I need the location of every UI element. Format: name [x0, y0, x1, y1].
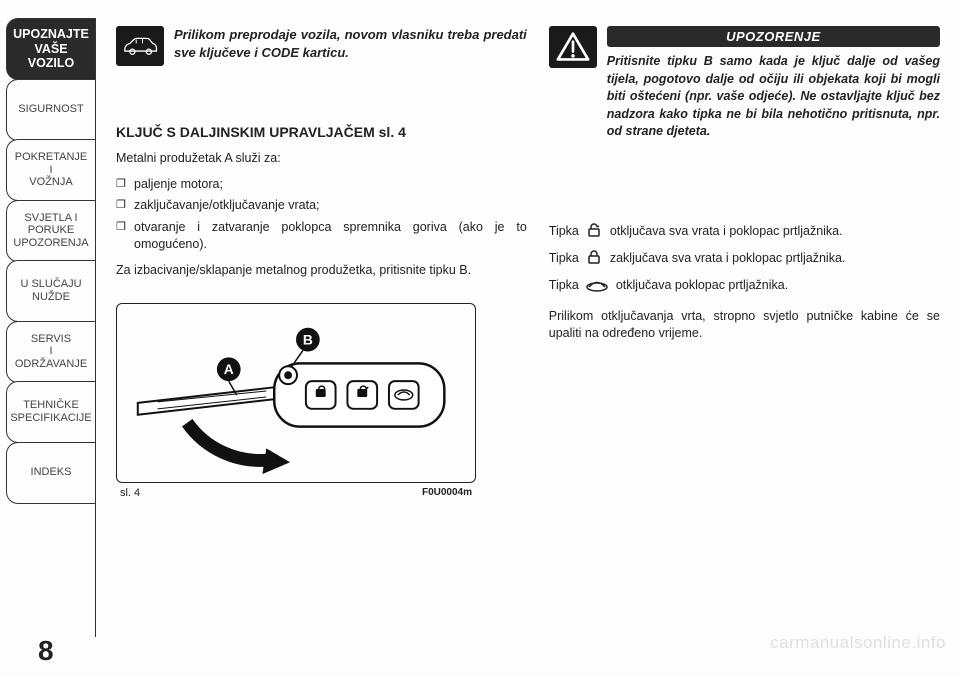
tab-label: VAŠE: [34, 42, 67, 56]
tab-label: INDEKS: [31, 466, 72, 479]
key-line-lock: Tipka zaključava sva vrata i poklopac pr…: [549, 248, 940, 271]
tab-svjetla[interactable]: SVJETLA I PORUKE UPOZORENJA: [6, 200, 95, 262]
tab-label: U SLUČAJU: [20, 278, 81, 291]
warning-body: UPOZORENJE Pritisnite tipku B samo kada …: [607, 26, 940, 141]
unlock-icon: [586, 222, 602, 244]
outro-text: Za izbacivanje/sklapanje metalnog produž…: [116, 262, 527, 280]
car-icon: [116, 26, 164, 66]
lock-icon: [586, 249, 602, 271]
key-line-pre: Tipka: [549, 251, 579, 265]
warning-box: UPOZORENJE Pritisnite tipku B samo kada …: [549, 26, 940, 141]
tab-label: VOZILO: [28, 56, 75, 70]
page-number: 8: [38, 635, 54, 667]
svg-text:B: B: [303, 332, 313, 348]
watermark: carmanualsonline.info: [770, 633, 946, 653]
tab-indeks[interactable]: INDEKS: [6, 442, 95, 504]
key-line-pre: Tipka: [549, 224, 579, 238]
tab-label: SVJETLA I: [24, 212, 77, 225]
tab-label: I: [49, 164, 52, 177]
page: UPOZNAJTE VAŠE VOZILO SIGURNOST POKRETAN…: [0, 0, 960, 677]
right-column: UPOZORENJE Pritisnite tipku B samo kada …: [549, 26, 940, 637]
tab-sigurnost[interactable]: SIGURNOST: [6, 79, 95, 141]
tab-label: VOŽNJA: [29, 176, 72, 189]
tab-label: UPOZORENJA: [13, 237, 88, 250]
key-line-pre: Tipka: [549, 278, 579, 292]
tab-label: PORUKE: [28, 224, 74, 237]
tab-label: SPECIFIKACIJE: [10, 412, 91, 425]
trunk-icon: [586, 278, 608, 298]
tab-label: I: [49, 345, 52, 358]
warning-triangle-icon: [549, 26, 597, 68]
svg-text:A: A: [224, 361, 234, 377]
list-item: zaključavanje/otključavanje vrata;: [116, 197, 527, 215]
key-line-unlock: Tipka otključava sva vrata i poklopac pr…: [549, 221, 940, 244]
closing-text: Prilikom otključavanja vrta, stropno svj…: [549, 308, 940, 343]
key-line-post: otključava poklopac prtljažnika.: [616, 278, 788, 292]
list-item: otvaranje i zatvaranje poklopca spremnik…: [116, 219, 527, 254]
warning-text: Pritisnite tipku B samo kada je ključ da…: [607, 53, 940, 141]
warning-title: UPOZORENJE: [607, 26, 940, 47]
tab-servis[interactable]: SERVIS I ODRŽAVANJE: [6, 321, 95, 383]
key-line-trunk: Tipka otključava poklopac prtljažnika.: [549, 275, 940, 298]
content: Prilikom preprodaje vozila, novom vlasni…: [95, 18, 960, 637]
left-column: Prilikom preprodaje vozila, novom vlasni…: [116, 26, 527, 637]
resale-callout: Prilikom preprodaje vozila, novom vlasni…: [116, 26, 527, 66]
key-line-post: zaključava sva vrata i poklopac prtljažn…: [610, 251, 846, 265]
tab-upoznajte[interactable]: UPOZNAJTE VAŠE VOZILO: [6, 18, 95, 80]
figure-caption: sl. 4 F0U0004m: [116, 487, 476, 499]
section-tabs: UPOZNAJTE VAŠE VOZILO SIGURNOST POKRETAN…: [0, 0, 95, 677]
tab-label: TEHNIČKE: [23, 399, 79, 412]
tab-label: POKRETANJE: [15, 151, 88, 164]
tab-nuzda[interactable]: U SLUČAJU NUŽDE: [6, 260, 95, 322]
section-heading: KLJUČ S DALJINSKIM UPRAVLJAČEM sl. 4: [116, 124, 527, 140]
list-item: paljenje motora;: [116, 176, 527, 194]
tab-pokretanje[interactable]: POKRETANJE I VOŽNJA: [6, 139, 95, 201]
tab-label: UPOZNAJTE: [13, 27, 89, 41]
tab-label: NUŽDE: [32, 291, 70, 304]
tab-label: ODRŽAVANJE: [15, 358, 87, 371]
tab-label: SERVIS: [31, 333, 71, 346]
key-line-post: otključava sva vrata i poklopac prtljažn…: [610, 224, 843, 238]
intro-text: Metalni produžetak A služi za:: [116, 150, 527, 168]
tab-tehnicke[interactable]: TEHNIČKE SPECIFIKACIJE: [6, 381, 95, 443]
bullet-list: paljenje motora; zaključavanje/otključav…: [116, 176, 527, 254]
figure-4: A B sl. 4 F0U0004m: [116, 303, 476, 499]
figure-number: sl. 4: [120, 487, 140, 499]
figure-code: F0U0004m: [422, 487, 472, 499]
tab-label: SIGURNOST: [18, 103, 83, 116]
figure-frame: A B: [116, 303, 476, 483]
callout-text: Prilikom preprodaje vozila, novom vlasni…: [174, 26, 527, 61]
